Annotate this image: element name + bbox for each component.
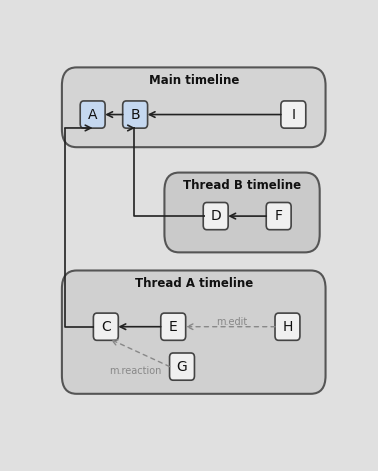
Text: m.reaction: m.reaction (109, 366, 161, 376)
Text: Thread B timeline: Thread B timeline (183, 179, 301, 192)
Text: H: H (282, 320, 293, 334)
Text: F: F (275, 209, 283, 223)
FancyBboxPatch shape (203, 203, 228, 230)
Text: B: B (130, 107, 140, 122)
FancyBboxPatch shape (170, 353, 194, 380)
FancyBboxPatch shape (281, 101, 306, 128)
Text: A: A (88, 107, 98, 122)
FancyBboxPatch shape (123, 101, 147, 128)
Text: C: C (101, 320, 111, 334)
Text: m.edit: m.edit (216, 317, 248, 327)
Text: Thread A timeline: Thread A timeline (135, 277, 253, 290)
FancyBboxPatch shape (164, 172, 320, 252)
Text: Main timeline: Main timeline (149, 74, 239, 87)
Text: I: I (291, 107, 295, 122)
FancyBboxPatch shape (161, 313, 186, 341)
FancyBboxPatch shape (93, 313, 118, 341)
Text: G: G (177, 359, 187, 374)
FancyBboxPatch shape (62, 67, 325, 147)
Text: D: D (210, 209, 221, 223)
FancyBboxPatch shape (266, 203, 291, 230)
FancyBboxPatch shape (62, 270, 325, 394)
Text: E: E (169, 320, 178, 334)
FancyBboxPatch shape (80, 101, 105, 128)
FancyBboxPatch shape (275, 313, 300, 341)
